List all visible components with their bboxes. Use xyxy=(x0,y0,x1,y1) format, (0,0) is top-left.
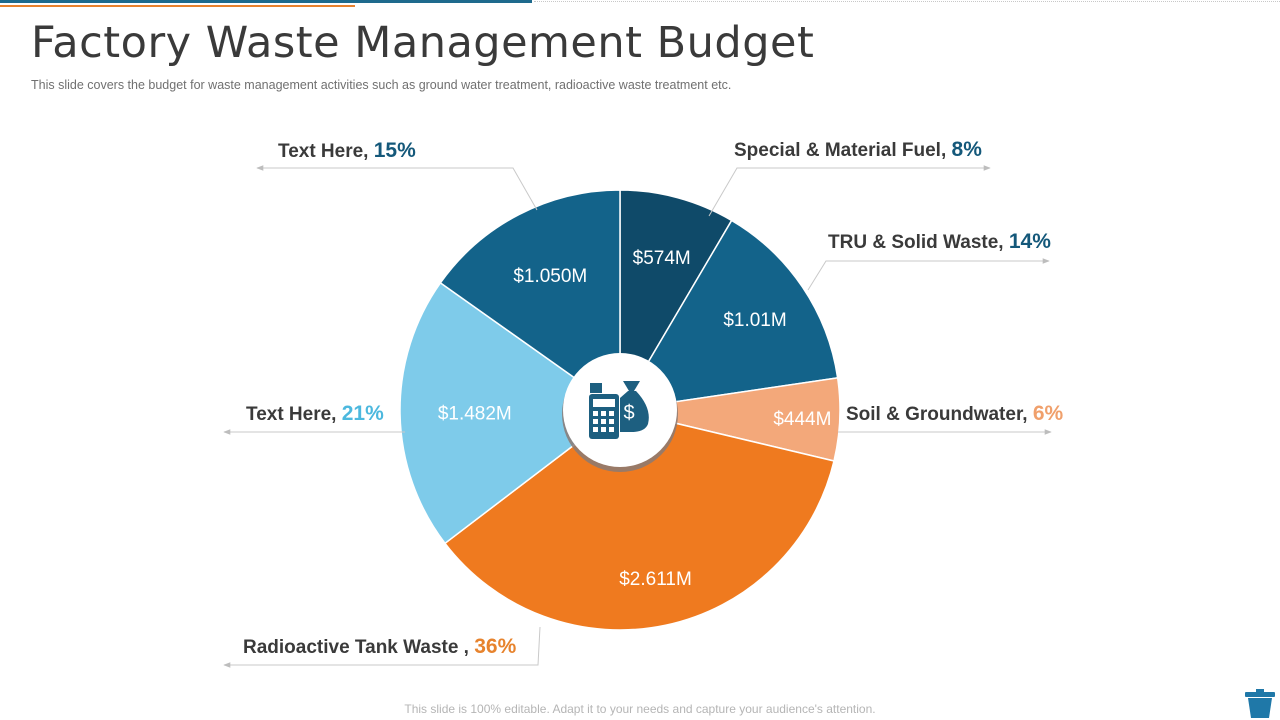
slice-value-label: $444M xyxy=(773,409,831,430)
trash-bin-icon[interactable] xyxy=(1244,689,1276,719)
pie-value-labels: $574M $1.01M $444M $2.611M $1.482M $1.050M xyxy=(438,248,832,590)
slice-percent-label: 21% xyxy=(342,402,384,425)
slice-name: Soil & Groundwater, xyxy=(846,404,1033,425)
top-accent-blue xyxy=(0,0,532,3)
svg-text:$: $ xyxy=(623,402,634,424)
slice-value-label: $1.050M xyxy=(513,266,587,287)
slice-category-label: Radioactive Tank Waste , 36% xyxy=(243,635,517,658)
slice-value-label: $574M xyxy=(633,248,691,269)
slice-value-label: $1.01M xyxy=(723,310,786,331)
page-subtitle: This slide covers the budget for waste m… xyxy=(31,78,732,92)
top-accent-orange xyxy=(0,5,355,7)
callout-line xyxy=(223,626,541,668)
slice-category-label: Special & Material Fuel, 8% xyxy=(734,138,982,161)
page-title: Factory Waste Management Budget xyxy=(31,18,815,68)
pie-slice xyxy=(618,219,839,411)
pie-slice xyxy=(619,189,733,413)
pie-slice xyxy=(443,409,835,631)
slice-percent-label: 36% xyxy=(474,635,516,658)
center-badge: $ xyxy=(562,353,678,472)
calculator-money-bag-icon: $ xyxy=(589,381,649,439)
callout-line xyxy=(256,165,538,211)
slice-category-label: TRU & Solid Waste, 14% xyxy=(828,230,1051,253)
slice-category-label: Text Here, 15% xyxy=(278,139,416,162)
pie-callouts: Special & Material Fuel, 8% TRU & Solid W… xyxy=(223,138,1064,668)
slice-percent-label: 15% xyxy=(374,139,416,162)
footer-note: This slide is 100% editable. Adapt it to… xyxy=(404,702,876,716)
slice-category-label: Text Here, 21% xyxy=(246,402,384,425)
slice-name: TRU & Solid Waste, xyxy=(828,232,1009,253)
pie-slice xyxy=(399,281,622,545)
slice-percent-label: 6% xyxy=(1033,402,1064,425)
slice-name: Special & Material Fuel, xyxy=(734,140,952,161)
top-accent-dotted xyxy=(534,1,1280,2)
slice-value-label: $1.482M xyxy=(438,404,512,425)
slice-category-label: Soil & Groundwater, 6% xyxy=(846,402,1064,425)
callout-line xyxy=(708,165,991,217)
slice-percent-label: 8% xyxy=(952,138,983,161)
slice-percent-label: 14% xyxy=(1009,230,1051,253)
pie-slice xyxy=(439,189,621,412)
pie-slices xyxy=(399,189,841,631)
slice-value-label: $2.611M xyxy=(619,569,692,590)
callout-line xyxy=(807,258,1050,291)
slice-name: Radioactive Tank Waste , xyxy=(243,637,474,658)
slice-name: Text Here, xyxy=(278,141,374,162)
slice-name: Text Here, xyxy=(246,404,342,425)
